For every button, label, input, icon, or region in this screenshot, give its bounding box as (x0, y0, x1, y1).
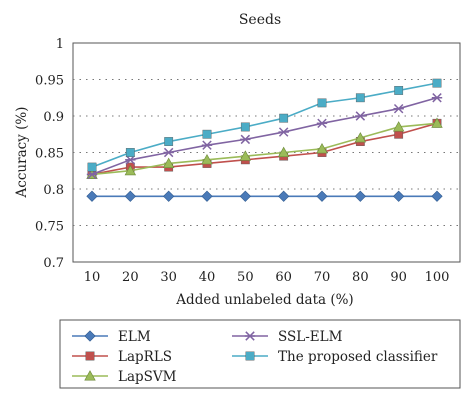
y-tick-label: 0.7 (43, 256, 64, 271)
data-point-elm (201, 190, 213, 202)
y-tick-label: 0.8 (43, 183, 64, 198)
legend-marker (85, 351, 95, 361)
data-point-ssl-elm (431, 93, 443, 103)
x-tick-label: 10 (84, 270, 101, 285)
data-point-elm (393, 190, 405, 202)
data-point-ssl-elm (278, 127, 289, 137)
data-point-ssl-elm (393, 103, 404, 114)
legend-marker (84, 370, 96, 381)
data-point-elm (124, 190, 136, 202)
legend-label: LapRLS (118, 349, 172, 365)
x-tick-label: 100 (425, 270, 450, 285)
data-point-ssl-elm (240, 134, 251, 145)
data-point-the-proposed-classifier (125, 148, 135, 157)
data-point-the-proposed-classifier (317, 98, 327, 108)
data-point-lapsvm (124, 164, 137, 176)
y-tick-label: 0.9 (43, 110, 64, 125)
legend-box (59, 319, 461, 389)
data-point-lapsvm (277, 146, 290, 157)
data-point-ssl-elm (355, 111, 366, 121)
legend: ELM LapRLS LapSVM SSL-ELM The proposed class… (72, 329, 438, 385)
series-elm (86, 190, 443, 202)
legend-marker (245, 351, 255, 361)
series-line-ssl-elm (91, 96, 438, 176)
series-ssl-elm (86, 93, 443, 180)
series-line-lapsvm (91, 122, 438, 176)
legend-item-ssl-elm: SSL-ELM (232, 329, 343, 345)
y-tick-label: 0.85 (35, 147, 64, 162)
legend-label: ELM (118, 329, 151, 345)
data-point-elm (239, 190, 251, 202)
legend-item-laprls: LapRLS (72, 349, 172, 365)
x-tick-label: 80 (352, 270, 369, 285)
series-line-the-proposed-classifier (91, 82, 438, 168)
data-point-elm (86, 190, 98, 202)
x-tick-label: 60 (275, 270, 292, 285)
legend-label: SSL-ELM (278, 329, 343, 345)
data-point-elm (278, 190, 290, 202)
data-point-ssl-elm (125, 155, 136, 165)
y-axis-label: Accuracy (%) (14, 107, 30, 199)
legend-item-the-proposed-classifier: The proposed classifier (232, 349, 438, 365)
y-tick-label: 0.75 (35, 220, 64, 235)
data-point-lapsvm (201, 153, 213, 165)
x-axis-label: Added unlabeled data (%) (175, 292, 353, 308)
series-the-proposed-classifier (87, 78, 442, 172)
legend-label: The proposed classifier (278, 349, 438, 365)
legend-item-lapsvm: LapSVM (72, 369, 177, 385)
data-point-elm (431, 190, 443, 202)
data-point-the-proposed-classifier (279, 113, 289, 123)
data-series (86, 78, 443, 202)
x-tick-label: 70 (314, 270, 331, 285)
data-point-the-proposed-classifier (355, 93, 365, 103)
x-tick-label: 90 (390, 270, 407, 285)
data-point-ssl-elm (86, 169, 98, 180)
legend-item-elm: ELM (72, 329, 151, 345)
data-point-the-proposed-classifier (164, 137, 174, 146)
data-point-the-proposed-classifier (432, 78, 442, 88)
data-point-the-proposed-classifier (240, 122, 250, 132)
data-point-elm (354, 190, 366, 202)
x-tick-label: 20 (122, 270, 139, 285)
x-tick-label: 50 (237, 270, 254, 285)
series-lapsvm (86, 117, 443, 179)
y-tick-label: 0.95 (35, 74, 64, 89)
data-point-lapsvm (162, 157, 175, 168)
legend-marker (84, 330, 96, 342)
data-point-ssl-elm (163, 147, 174, 158)
data-point-the-proposed-classifier (87, 162, 97, 172)
data-point-lapsvm (239, 150, 252, 161)
data-point-lapsvm (354, 132, 367, 143)
x-tick-label: 30 (160, 270, 177, 285)
legend-label: LapSVM (118, 369, 177, 385)
data-point-lapsvm (392, 121, 405, 132)
x-tick-label: 40 (199, 270, 216, 285)
data-point-ssl-elm (316, 118, 328, 129)
chart-title: Seeds (239, 12, 281, 28)
data-point-elm (316, 190, 328, 202)
legend-marker (244, 331, 256, 341)
data-point-elm (163, 190, 175, 202)
data-point-lapsvm (316, 143, 328, 154)
data-point-lapsvm (431, 117, 443, 128)
data-point-ssl-elm (201, 140, 213, 150)
data-point-the-proposed-classifier (202, 129, 212, 139)
y-tick-label: 1 (56, 37, 64, 52)
x-axis-ticks: 10 20 30 40 50 60 70 80 90 100 (84, 270, 450, 285)
y-axis-ticks: 0.7 0.75 0.8 0.85 0.9 0.95 1 (35, 37, 64, 271)
data-point-the-proposed-classifier (394, 86, 404, 95)
